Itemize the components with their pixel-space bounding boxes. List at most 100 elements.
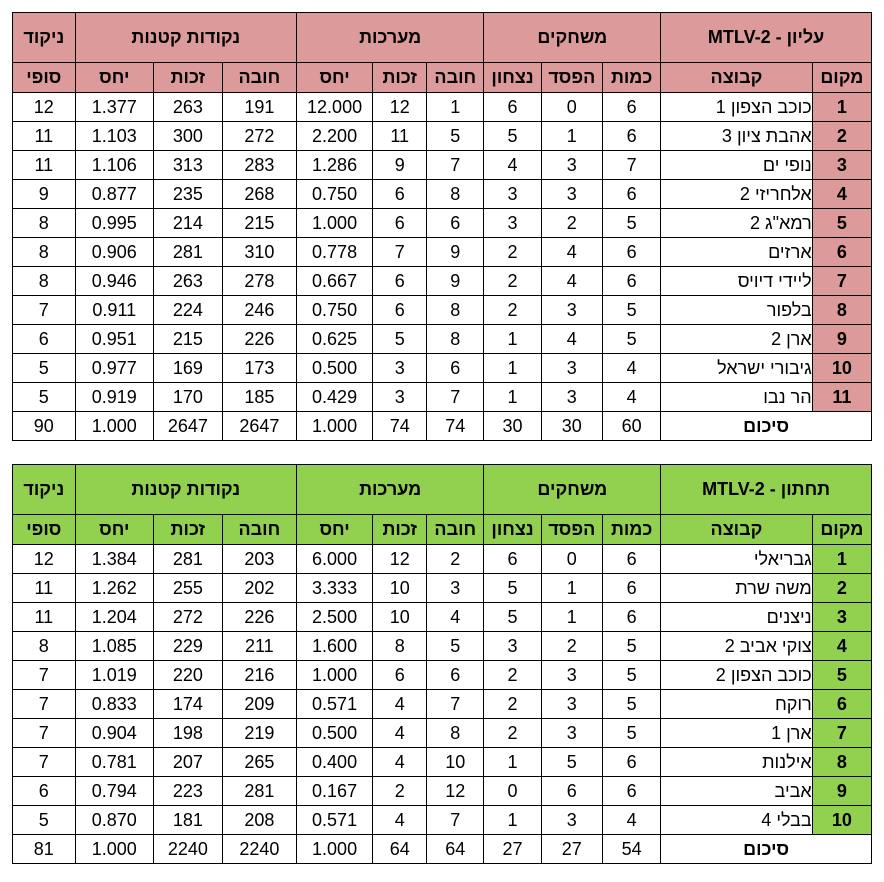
final-score-cell: 8 <box>12 208 76 238</box>
points-for-cell: 198 <box>152 718 223 748</box>
played-cell: 5 <box>602 295 662 325</box>
lost-cell: 3 <box>540 353 604 383</box>
won-cell: 3 <box>483 179 542 209</box>
group-final: ניקוד <box>12 12 76 63</box>
col-sets-ratio: יחס <box>295 62 374 93</box>
final-score-cell: 6 <box>12 776 76 806</box>
team-name-cell: ניצנים <box>660 602 813 632</box>
final-score-cell: 8 <box>12 237 76 267</box>
points-against-cell: 211 <box>221 631 297 661</box>
points-for-cell: 300 <box>152 121 223 151</box>
won-cell: 1 <box>483 324 542 354</box>
table-row: 6 רוקח 5 3 2 7 4 0.571 209 174 0.833 7 <box>12 689 873 719</box>
sets-for-cell: 4 <box>372 747 428 777</box>
col-points-against: חובה <box>221 514 297 545</box>
points-ratio-cell: 0.904 <box>74 718 154 748</box>
sets-against-cell: 4 <box>426 602 485 632</box>
points-ratio-cell: 0.870 <box>74 805 154 835</box>
header-row-groups: תחתון - MTLV-2 משחקים מערכות נקודות קטנות ני… <box>12 464 872 515</box>
won-cell: 2 <box>483 718 542 748</box>
sets-against-cell: 7 <box>426 689 485 719</box>
final-score-cell: 6 <box>12 324 76 354</box>
team-name-cell: משה שרת <box>660 573 813 603</box>
team-name-cell: נופי ים <box>660 150 813 180</box>
final-score-cell: 5 <box>12 382 76 412</box>
team-name-cell: אלחריזי 2 <box>660 179 813 209</box>
col-points-ratio: יחס <box>74 514 154 545</box>
sets-ratio-cell: 2.200 <box>295 121 374 151</box>
sets-ratio-cell: 2.500 <box>295 602 374 632</box>
col-final: סופי <box>12 62 76 93</box>
col-sets-for: זכות <box>372 62 428 93</box>
final-score-cell: 11 <box>12 602 76 632</box>
table-title: תחתון - MTLV-2 <box>660 464 872 515</box>
points-ratio-cell: 1.106 <box>74 150 154 180</box>
won-cell: 5 <box>483 602 542 632</box>
summary-final-score-cell: 81 <box>12 834 76 864</box>
col-sets-against: חובה <box>426 514 485 545</box>
won-cell: 6 <box>483 92 542 122</box>
lost-cell: 3 <box>540 295 604 325</box>
summary-points-against-cell: 2240 <box>221 834 297 864</box>
sets-against-cell: 2 <box>426 544 485 574</box>
summary-row: סיכום 54 27 27 64 64 1.000 2240 2240 1.000 81 <box>12 834 872 864</box>
team-name-cell: צוקי אביב 2 <box>660 631 813 661</box>
table-row: 9 ארן 2 5 4 1 8 5 0.625 226 215 0.951 6 <box>12 324 873 354</box>
points-ratio-cell: 0.781 <box>74 747 154 777</box>
sets-against-cell: 8 <box>426 718 485 748</box>
final-score-cell: 7 <box>12 295 76 325</box>
team-name-cell: אילנות <box>660 747 813 777</box>
header-row-groups: עליון - MTLV-2 משחקים מערכות נקודות קטנות ני… <box>12 12 872 63</box>
points-for-cell: 235 <box>152 179 223 209</box>
sets-for-cell: 6 <box>372 660 428 690</box>
sets-ratio-cell: 0.625 <box>295 324 374 354</box>
won-cell: 1 <box>483 382 542 412</box>
table-row: 1 כוכב הצפון 1 6 0 6 1 12 12.000 191 263 1.377 12 <box>12 92 873 122</box>
final-score-cell: 11 <box>12 121 76 151</box>
col-played: כמות <box>602 514 662 545</box>
rank-cell: 9 <box>811 776 873 806</box>
sets-ratio-cell: 1.286 <box>295 150 374 180</box>
sets-against-cell: 8 <box>426 324 485 354</box>
points-for-cell: 272 <box>152 602 223 632</box>
points-for-cell: 215 <box>152 324 223 354</box>
final-score-cell: 7 <box>12 689 76 719</box>
team-name-cell: ארן 1 <box>660 718 813 748</box>
team-name-cell: בלפור <box>660 295 813 325</box>
final-score-cell: 12 <box>12 92 76 122</box>
summary-sets-ratio-cell: 1.000 <box>295 834 374 864</box>
lost-cell: 0 <box>540 544 604 574</box>
summary-points-ratio-cell: 1.000 <box>74 834 154 864</box>
won-cell: 3 <box>483 208 542 238</box>
played-cell: 6 <box>602 747 662 777</box>
table-row: 8 אילנות 6 5 1 10 4 0.400 265 207 0.781 7 <box>12 747 873 777</box>
rank-cell: 1 <box>811 92 873 122</box>
table-row: 7 ליידי דיויס 6 4 2 9 6 0.667 278 263 0.946 8 <box>12 266 873 296</box>
summary-won-cell: 27 <box>483 834 542 864</box>
col-final: סופי <box>12 514 76 545</box>
summary-final-score-cell: 90 <box>12 411 76 441</box>
won-cell: 2 <box>483 660 542 690</box>
sets-against-cell: 8 <box>426 295 485 325</box>
played-cell: 6 <box>602 602 662 632</box>
table-row: 5 כוכב הצפון 2 5 3 2 6 6 1.000 216 220 1.019 7 <box>12 660 873 690</box>
points-ratio-cell: 1.377 <box>74 92 154 122</box>
lost-cell: 2 <box>540 631 604 661</box>
points-against-cell: 191 <box>221 92 297 122</box>
sets-against-cell: 7 <box>426 382 485 412</box>
points-for-cell: 281 <box>152 544 223 574</box>
rank-cell: 6 <box>811 237 873 267</box>
points-ratio-cell: 0.951 <box>74 324 154 354</box>
team-name-cell: בבלי 4 <box>660 805 813 835</box>
table-row: 5 רמא"ג 2 5 2 3 6 6 1.000 215 214 0.995 8 <box>12 208 873 238</box>
table-row: 3 נופי ים 7 3 4 7 9 1.286 283 313 1.106 11 <box>12 150 873 180</box>
points-for-cell: 263 <box>152 266 223 296</box>
points-ratio-cell: 1.103 <box>74 121 154 151</box>
sets-ratio-cell: 0.750 <box>295 179 374 209</box>
sets-ratio-cell: 6.000 <box>295 544 374 574</box>
rank-cell: 2 <box>811 573 873 603</box>
team-name-cell: רמא"ג 2 <box>660 208 813 238</box>
summary-sets-against-cell: 74 <box>426 411 485 441</box>
group-sets: מערכות <box>295 464 485 515</box>
final-score-cell: 12 <box>12 544 76 574</box>
